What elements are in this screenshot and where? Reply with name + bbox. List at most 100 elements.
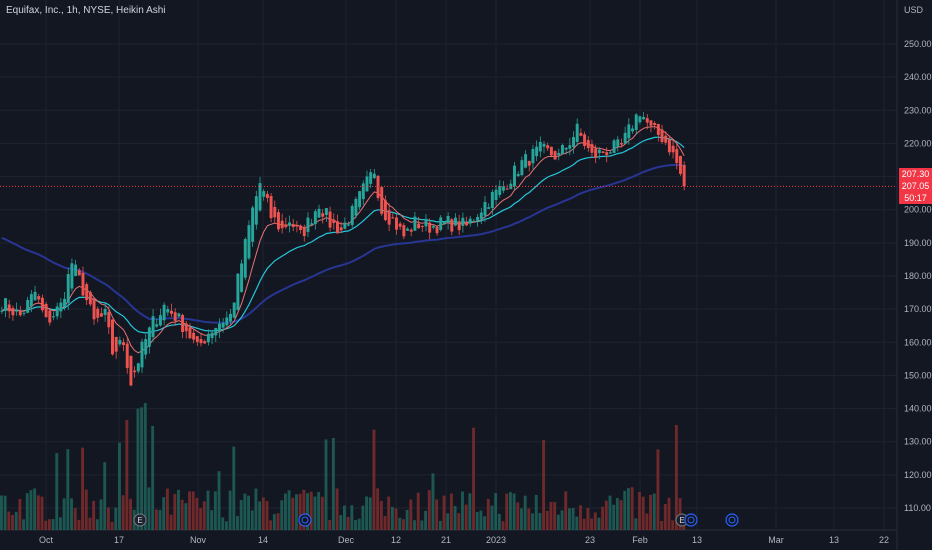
candle bbox=[380, 186, 384, 214]
close-price-tag: 207.05 bbox=[899, 180, 932, 192]
volume-bar bbox=[217, 471, 221, 530]
volume-bar bbox=[136, 408, 140, 530]
candle bbox=[387, 210, 391, 225]
candle bbox=[487, 207, 491, 209]
candle bbox=[461, 217, 465, 226]
volume-bar bbox=[309, 491, 313, 530]
candle bbox=[240, 263, 244, 292]
volume-bar bbox=[239, 500, 243, 530]
volume-bar bbox=[269, 520, 273, 530]
candle bbox=[254, 196, 258, 225]
volume-bar bbox=[604, 500, 608, 530]
volume-bar bbox=[143, 403, 147, 530]
volume-bar bbox=[461, 491, 464, 530]
volume-bar bbox=[608, 495, 612, 530]
candle bbox=[457, 221, 461, 231]
volume-bar bbox=[118, 442, 121, 530]
volume-bar bbox=[261, 497, 265, 530]
volume-bar bbox=[25, 493, 29, 530]
volume-bar bbox=[361, 505, 365, 530]
candle bbox=[166, 308, 170, 313]
candle bbox=[265, 193, 269, 199]
volume-bar bbox=[486, 498, 490, 530]
x-tick-label: 2023 bbox=[486, 535, 506, 545]
volume-bar bbox=[162, 497, 166, 530]
volume-bar bbox=[276, 513, 280, 530]
candle bbox=[369, 172, 373, 184]
volume-bar bbox=[638, 492, 641, 530]
candle bbox=[560, 145, 564, 155]
candle bbox=[140, 341, 144, 368]
candle bbox=[147, 327, 151, 347]
candle bbox=[203, 341, 207, 344]
volume-bar bbox=[272, 514, 276, 530]
volume-bar bbox=[36, 495, 40, 530]
candle bbox=[601, 151, 605, 153]
event-marker[interactable] bbox=[298, 513, 312, 527]
volume-bar bbox=[22, 519, 26, 530]
volume-bar bbox=[110, 521, 114, 530]
volume-bar bbox=[424, 510, 428, 530]
candle bbox=[284, 224, 288, 228]
volume-bar bbox=[7, 511, 11, 530]
volume-bar bbox=[66, 449, 70, 530]
y-tick-label: 140.00 bbox=[904, 404, 932, 414]
volume-bar bbox=[88, 517, 92, 530]
event-marker[interactable] bbox=[725, 513, 739, 527]
volume-bar bbox=[582, 518, 586, 530]
volume-bar bbox=[210, 510, 214, 530]
candle bbox=[616, 139, 620, 147]
candle bbox=[214, 327, 218, 336]
volume-bar bbox=[523, 495, 527, 530]
volume-bar bbox=[291, 497, 295, 530]
volume-bar bbox=[427, 490, 431, 530]
volume-bar bbox=[59, 517, 62, 530]
candle bbox=[221, 322, 225, 328]
candle bbox=[306, 217, 310, 232]
candle bbox=[564, 147, 568, 150]
candle bbox=[26, 299, 30, 313]
candle bbox=[151, 316, 155, 338]
y-tick-label: 170.00 bbox=[904, 304, 932, 314]
volume-bar bbox=[121, 495, 125, 530]
candle bbox=[4, 298, 8, 311]
candle bbox=[568, 145, 572, 149]
volume-bar bbox=[457, 513, 461, 530]
volume-bar bbox=[177, 489, 180, 530]
candle bbox=[276, 212, 280, 230]
candle bbox=[612, 140, 616, 153]
volume-bar bbox=[51, 519, 55, 530]
candle bbox=[158, 315, 162, 326]
volume-bar bbox=[346, 517, 350, 530]
volume-bar bbox=[11, 514, 14, 530]
volume-bar bbox=[394, 508, 398, 530]
volume-bar bbox=[667, 497, 671, 530]
candle bbox=[232, 302, 236, 318]
volume-bar bbox=[468, 493, 472, 530]
volume-bar bbox=[660, 521, 664, 530]
volume-bar bbox=[472, 427, 475, 530]
candle bbox=[103, 308, 107, 315]
candle bbox=[251, 207, 255, 242]
volume-bar bbox=[442, 495, 446, 530]
volume-bar bbox=[158, 510, 162, 530]
candle bbox=[619, 143, 623, 145]
candle bbox=[664, 135, 668, 143]
candle bbox=[177, 313, 181, 317]
volume-bar bbox=[674, 425, 678, 530]
candle bbox=[590, 144, 594, 153]
volume-bar bbox=[129, 498, 132, 530]
earnings-marker-label: E bbox=[137, 516, 142, 525]
candle bbox=[111, 319, 114, 355]
candle bbox=[15, 309, 19, 312]
volume-bar bbox=[641, 496, 645, 530]
candle bbox=[376, 175, 380, 198]
volume-bar bbox=[202, 501, 206, 530]
symbol-title: Equifax, Inc., 1h, NYSE, Heikin Ashi bbox=[6, 5, 166, 16]
candle bbox=[55, 306, 59, 317]
candle bbox=[631, 128, 634, 132]
event-marker[interactable] bbox=[684, 513, 698, 527]
volume-bar bbox=[438, 520, 442, 530]
earnings-marker[interactable] bbox=[133, 513, 147, 527]
